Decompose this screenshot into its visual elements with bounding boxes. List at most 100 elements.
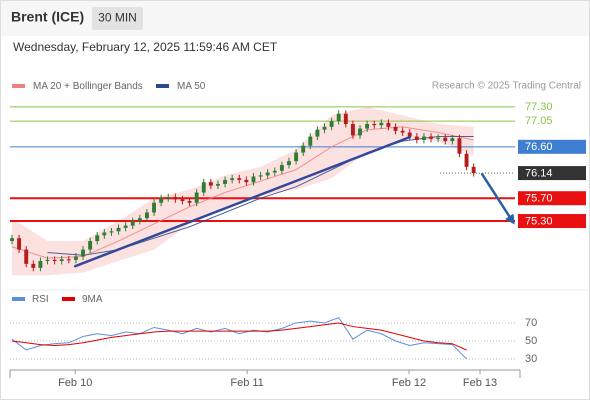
- candle-body: [59, 259, 64, 262]
- candle-body: [379, 122, 384, 126]
- x-tick-label: Feb 13: [463, 377, 497, 389]
- rsi-line: [11, 322, 467, 351]
- level-label: 75.70: [525, 193, 553, 205]
- candle-body: [265, 172, 270, 176]
- legend-label: RSI: [32, 294, 49, 305]
- candle-body: [73, 256, 78, 260]
- candle-body: [173, 197, 178, 200]
- candle-body: [180, 199, 185, 202]
- candle-body: [315, 129, 320, 137]
- candle-body: [201, 182, 206, 193]
- level-label: 76.14: [525, 167, 553, 179]
- candle-body: [81, 249, 85, 257]
- candle-body: [436, 137, 441, 139]
- candle-body: [279, 165, 284, 171]
- candle-body: [450, 138, 455, 142]
- candle-body: [294, 152, 299, 162]
- candle-body: [17, 238, 22, 250]
- candle-body: [152, 202, 156, 213]
- level-label: 77.05: [525, 115, 553, 127]
- candle-body: [386, 122, 391, 127]
- legend-label: MA 50: [177, 81, 206, 92]
- candle-body: [350, 123, 355, 136]
- candle-body: [144, 212, 149, 219]
- candle-body: [130, 221, 135, 226]
- candle-body: [329, 121, 334, 127]
- candle-body: [414, 136, 419, 140]
- rsi-tick-label: 30: [525, 353, 537, 365]
- candle-body: [116, 227, 121, 232]
- candle-body: [45, 259, 50, 262]
- rsi-tick-label: 50: [525, 335, 537, 347]
- level-label-box: [518, 214, 586, 229]
- candle-body: [322, 126, 327, 130]
- header: [1, 1, 589, 36]
- forecast-arrow: [480, 172, 515, 225]
- candle-body: [216, 183, 220, 186]
- bollinger-band: [12, 106, 474, 276]
- x-tick-label: Feb 12: [392, 377, 426, 389]
- level-label: 77.30: [525, 101, 553, 113]
- candle-body: [187, 201, 192, 203]
- candle-body: [308, 136, 313, 146]
- legend-swatch: [12, 84, 25, 88]
- candle-body: [159, 198, 164, 203]
- level-label-box: [518, 166, 586, 181]
- candle-body: [287, 161, 291, 166]
- candle-body: [358, 128, 362, 136]
- level-label-box: [518, 191, 586, 206]
- candle-body: [237, 178, 242, 180]
- candle-body: [343, 113, 348, 124]
- candle-body: [464, 153, 469, 167]
- candle-body: [372, 123, 377, 126]
- x-tick-label: Feb 11: [230, 377, 263, 389]
- candle-body: [407, 132, 412, 137]
- candle-body: [109, 231, 114, 233]
- x-tick-label: Feb 10: [58, 377, 92, 389]
- candle-body: [137, 218, 142, 222]
- level-label: 75.30: [525, 215, 553, 227]
- candle-body: [251, 176, 256, 183]
- instrument-title: Brent (ICE): [11, 9, 84, 25]
- timestamp: Wednesday, February 12, 2025 11:59:46 AM…: [13, 40, 278, 54]
- legend-swatch: [62, 297, 75, 301]
- candle-body: [38, 261, 43, 268]
- timeframe-button[interactable]: [92, 7, 143, 30]
- candle-body: [123, 225, 128, 228]
- candle-body: [66, 259, 71, 261]
- candle-body: [400, 130, 405, 133]
- candle-body: [421, 136, 426, 140]
- candle-body: [393, 126, 398, 131]
- candle-body: [102, 232, 107, 236]
- candle-body: [457, 138, 462, 154]
- level-label-box: [518, 139, 586, 154]
- candle-body: [471, 166, 476, 174]
- candle-body: [31, 263, 36, 268]
- candle-body: [88, 241, 93, 250]
- candle-body: [365, 123, 370, 129]
- rsi-line: [11, 316, 467, 360]
- candle-body: [336, 113, 341, 122]
- candle-body: [230, 178, 235, 180]
- candle-body: [194, 192, 199, 203]
- legend-label: MA 20 + Bollinger Bands: [33, 81, 143, 92]
- candle-body: [443, 137, 448, 142]
- source: Research © 2025 Trading Central: [432, 81, 581, 92]
- candle-body: [429, 136, 433, 139]
- trendline: [73, 135, 411, 268]
- candle-body: [272, 170, 277, 173]
- candle-body: [166, 197, 171, 199]
- candle-body: [208, 182, 213, 186]
- legend-swatch: [156, 84, 169, 88]
- candle-body: [52, 259, 57, 262]
- candle-body: [258, 175, 263, 177]
- timeframe-label[interactable]: 30 MIN: [98, 11, 137, 25]
- rsi-tick-label: 70: [525, 317, 537, 329]
- candle-body: [244, 179, 249, 183]
- level-label: 76.60: [525, 141, 553, 153]
- candle-body: [223, 179, 228, 184]
- candle-body: [24, 249, 29, 264]
- candle-body: [10, 238, 14, 242]
